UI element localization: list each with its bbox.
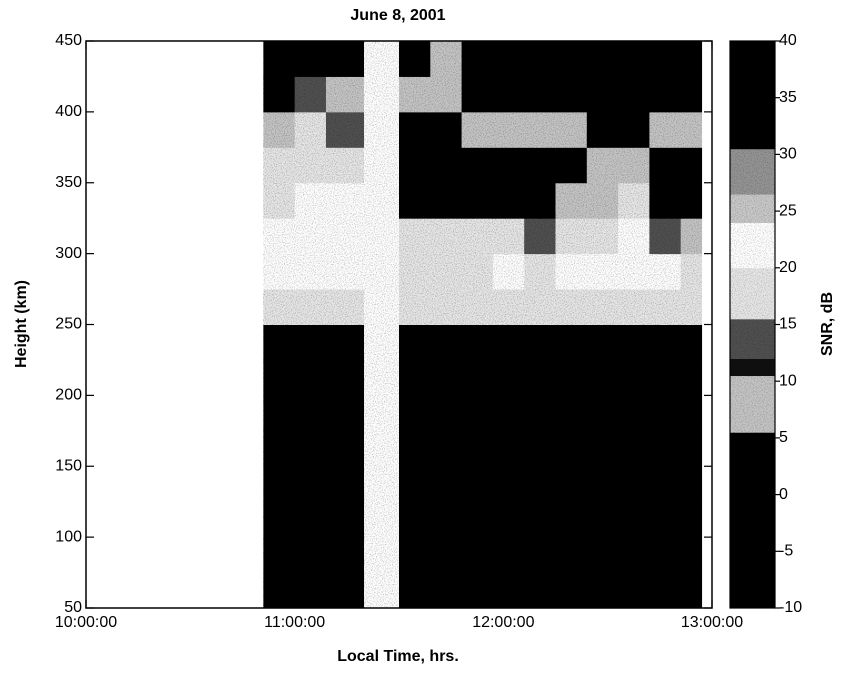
colorbar-tick-label: 25 — [779, 202, 797, 219]
y-tick-label: 450 — [55, 32, 82, 49]
colorbar-tick-label: 0 — [779, 486, 788, 503]
x-tick-label: 10:00:00 — [55, 614, 117, 631]
colorbar-tick-label: 40 — [779, 32, 797, 49]
colorbar-tick-label: 5 — [779, 429, 788, 446]
y-tick-label: 200 — [55, 387, 82, 404]
colorbar-tick-label: 35 — [779, 89, 797, 106]
y-tick-label: 100 — [55, 528, 82, 545]
x-tick-label: 12:00:00 — [472, 614, 534, 631]
noise-overlay — [263, 41, 702, 608]
colorbar-speckle — [730, 41, 775, 608]
speckle — [263, 41, 702, 608]
x-tick-label: 11:00:00 — [264, 614, 325, 631]
y-axis-label: Height (km) — [13, 280, 30, 368]
chart-title: June 8, 2001 — [350, 7, 445, 24]
x-axis-label: Local Time, hrs. — [337, 648, 459, 665]
colorbar-tick-label: 30 — [779, 146, 797, 163]
y-tick-label: 400 — [55, 103, 82, 120]
y-tick-label: 50 — [64, 599, 82, 616]
colorbar-label: SNR, dB — [819, 292, 836, 356]
colorbar-tick-label: -5 — [779, 543, 793, 560]
colorbar-tick-label: 15 — [779, 316, 797, 333]
y-tick-label: 300 — [55, 245, 82, 262]
x-tick-label: 13:00:00 — [681, 614, 743, 631]
y-tick-label: 350 — [55, 174, 82, 191]
colorbar-tick-label: -10 — [779, 599, 802, 616]
colorbar-tick-label: 10 — [779, 372, 797, 389]
colorbar-tick-label: 20 — [779, 259, 797, 276]
y-tick-label: 250 — [55, 316, 82, 333]
y-tick-label: 150 — [55, 457, 82, 474]
